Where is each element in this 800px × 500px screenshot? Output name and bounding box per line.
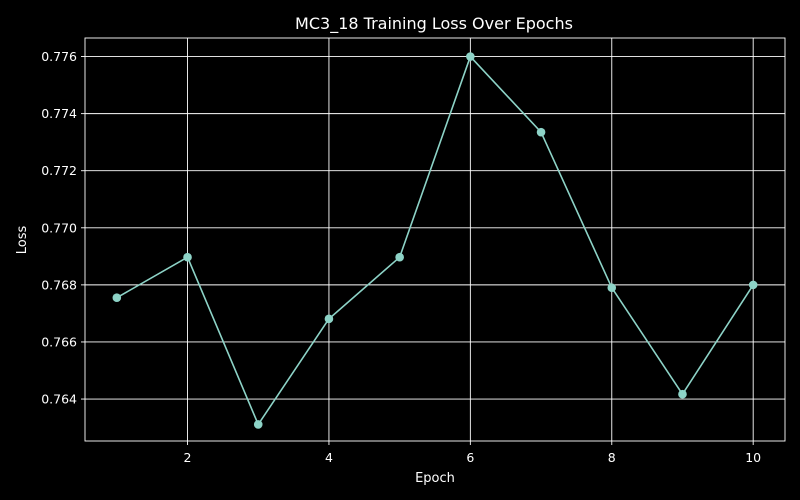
y-axis-label: Loss bbox=[15, 226, 30, 255]
data-point bbox=[395, 252, 404, 262]
axis-ticks: 2 4 6 8 10 0.764 0.766 0.768 0.770 0.772 0.774 0.77… bbox=[41, 49, 761, 465]
x-tick-label: 4 bbox=[325, 450, 333, 465]
y-tick-label: 0.776 bbox=[41, 49, 77, 64]
data-point bbox=[112, 293, 122, 303]
y-tick-label: 0.770 bbox=[41, 220, 77, 235]
data-point bbox=[678, 389, 687, 399]
y-tick-label: 0.772 bbox=[41, 163, 77, 178]
y-tick-label: 0.766 bbox=[41, 334, 77, 349]
x-tick-label: 2 bbox=[184, 450, 192, 465]
y-tick-label: 0.764 bbox=[41, 392, 77, 407]
data-point bbox=[253, 420, 263, 429]
series-line bbox=[116, 55, 754, 426]
x-tick-label: 8 bbox=[608, 450, 616, 465]
y-tick-label: 0.774 bbox=[41, 106, 77, 121]
chart-title: MC3_18 Training Loss Over Epochs bbox=[295, 14, 573, 34]
y-tick-label: 0.768 bbox=[41, 277, 77, 292]
data-point bbox=[536, 127, 546, 137]
data-point bbox=[607, 283, 617, 293]
series-line-layer bbox=[116, 55, 754, 426]
data-point bbox=[183, 252, 192, 262]
x-tick-label: 6 bbox=[466, 450, 474, 465]
x-tick-label: 10 bbox=[745, 450, 761, 465]
x-axis-label: Epoch bbox=[415, 471, 455, 486]
plot-area-frame bbox=[84, 37, 786, 442]
grid-lines bbox=[85, 38, 785, 441]
series-points bbox=[112, 52, 758, 429]
data-point bbox=[324, 314, 334, 324]
data-point bbox=[466, 52, 475, 61]
data-point bbox=[748, 280, 758, 290]
